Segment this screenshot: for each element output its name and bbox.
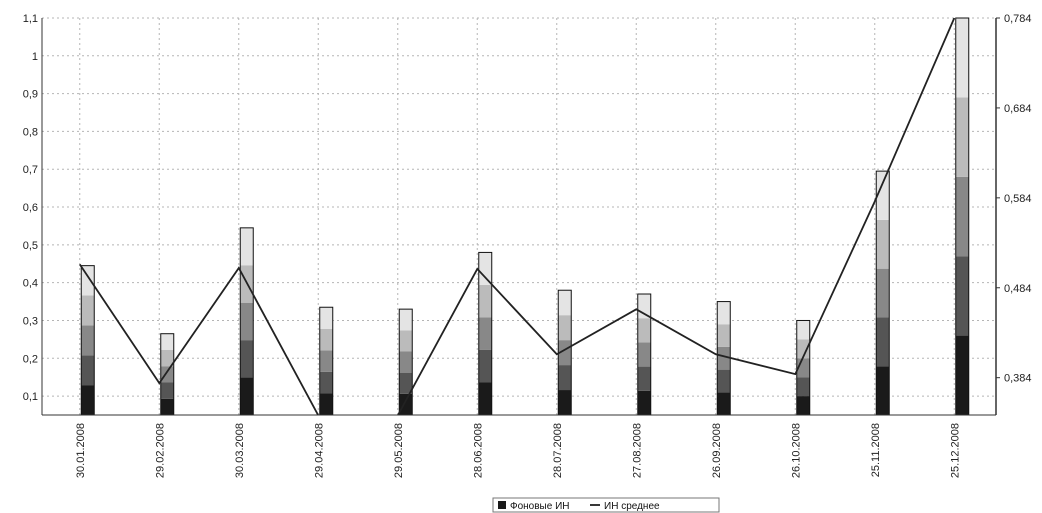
y-right-tick-label: 0,484 [1004, 283, 1032, 295]
y-left-tick-label: 0,3 [23, 315, 38, 327]
x-tick-label: 28.07.2008 [552, 423, 564, 478]
bar-segment [717, 346, 731, 370]
bars [80, 17, 970, 416]
bar-segment [717, 392, 731, 415]
bar-segment [796, 396, 810, 415]
bar-segment [876, 268, 890, 318]
legend-swatch-bar [498, 501, 506, 509]
legend-box [492, 497, 720, 513]
bar-segment [478, 284, 492, 318]
bar-segment [796, 320, 810, 340]
bar-segment [955, 335, 969, 415]
average-line-layer [79, 18, 956, 415]
bar-segment [160, 382, 174, 399]
bar-segment [81, 325, 95, 356]
y-left-tick-label: 0,4 [23, 278, 38, 290]
bar-segment [319, 328, 333, 351]
x-tick-label: 30.03.2008 [234, 423, 246, 478]
bar-segment [558, 390, 572, 415]
bar-segment [558, 290, 572, 316]
x-tick-label: 25.11.2008 [870, 423, 882, 477]
bar-segment [319, 350, 333, 372]
bar-segment [478, 382, 492, 415]
bar-segment [81, 265, 95, 296]
bar-segment [876, 366, 890, 415]
bar-segment [319, 307, 333, 329]
y-left-tick-label: 0,9 [23, 89, 38, 101]
bar-segment [478, 317, 492, 350]
x-tick-label: 30.01.2008 [75, 423, 87, 478]
bar-segment [796, 339, 810, 359]
bar-segment [717, 324, 731, 347]
bar-segment [478, 349, 492, 383]
bar-segment [399, 309, 413, 331]
y-left-tick-label: 0,8 [23, 126, 38, 138]
legend: Фоновые ИН ИН среднее [492, 497, 720, 513]
average-line [79, 18, 956, 415]
bar-segment [558, 340, 572, 366]
y-left-tick-label: 0,2 [23, 353, 38, 365]
y-right-tick-label: 0,684 [1004, 103, 1032, 115]
y-left-tick-label: 0,7 [23, 164, 38, 176]
bar-segment [81, 355, 95, 386]
bar-segment [319, 393, 333, 415]
bar-segment [637, 318, 651, 343]
bar-segment [81, 295, 95, 326]
bar-segment [240, 340, 254, 378]
bar-segment [81, 385, 95, 415]
bar-segment [399, 330, 413, 352]
y-left-tick-label: 1,1 [23, 13, 38, 25]
bar-segment [240, 302, 254, 341]
y-right-tick-label: 0,584 [1004, 193, 1032, 205]
bar-segment [955, 18, 969, 98]
x-tick-label: 29.05.2008 [393, 423, 405, 478]
x-tick-label: 25.12.2008 [949, 423, 961, 478]
bar-segment [955, 176, 969, 257]
axes: 0,1 0,2 0,3 0,4 0,5 0,6 0,7 0,8 0,9 1 1,1 0,384 0,48… [23, 13, 1032, 478]
bar-segment [399, 372, 413, 394]
bar-segment [796, 377, 810, 397]
bar-segment [876, 219, 890, 269]
x-tick-label: 29.02.2008 [154, 423, 166, 478]
x-tick-label: 26.10.2008 [790, 423, 802, 478]
grid-lines [42, 17, 996, 415]
bar-segment [955, 256, 969, 336]
bar-segment [399, 393, 413, 415]
bar-segment [558, 315, 572, 341]
bar-segment [876, 171, 890, 220]
bar-segment [160, 349, 174, 367]
bar-segment [399, 351, 413, 373]
x-tick-label: 28.06.2008 [472, 423, 484, 478]
bar-segment [717, 369, 731, 393]
bar-segment [240, 377, 254, 415]
bar-segment [319, 371, 333, 394]
bar-segment [637, 390, 651, 415]
bar-segment [558, 365, 572, 391]
bar-segment [160, 398, 174, 415]
bar-segment [240, 227, 254, 266]
legend-label-line: ИН среднее [604, 501, 660, 512]
y-right-tick-label: 0,384 [1004, 373, 1032, 385]
x-tick-label: 29.04.2008 [313, 423, 325, 478]
bar-segment [160, 366, 174, 383]
bar-segment [876, 317, 890, 367]
y-right-tick-label: 0,784 [1004, 13, 1032, 25]
bar-segment [160, 333, 174, 350]
y-left-tick-label: 1 [32, 51, 38, 63]
x-tick-label: 27.08.2008 [631, 423, 643, 478]
bar-segment [478, 252, 492, 285]
y-left-tick-label: 0,5 [23, 240, 38, 252]
x-tick-label: 26.09.2008 [711, 423, 723, 478]
bar-segment [717, 301, 731, 325]
y-left-tick-label: 0,6 [23, 202, 38, 214]
bar-segment [637, 366, 651, 391]
bar-segment [955, 97, 969, 177]
bar-segment [637, 342, 651, 367]
legend-label-bar: Фоновые ИН [510, 501, 570, 512]
y-left-tick-label: 0,1 [23, 391, 38, 403]
